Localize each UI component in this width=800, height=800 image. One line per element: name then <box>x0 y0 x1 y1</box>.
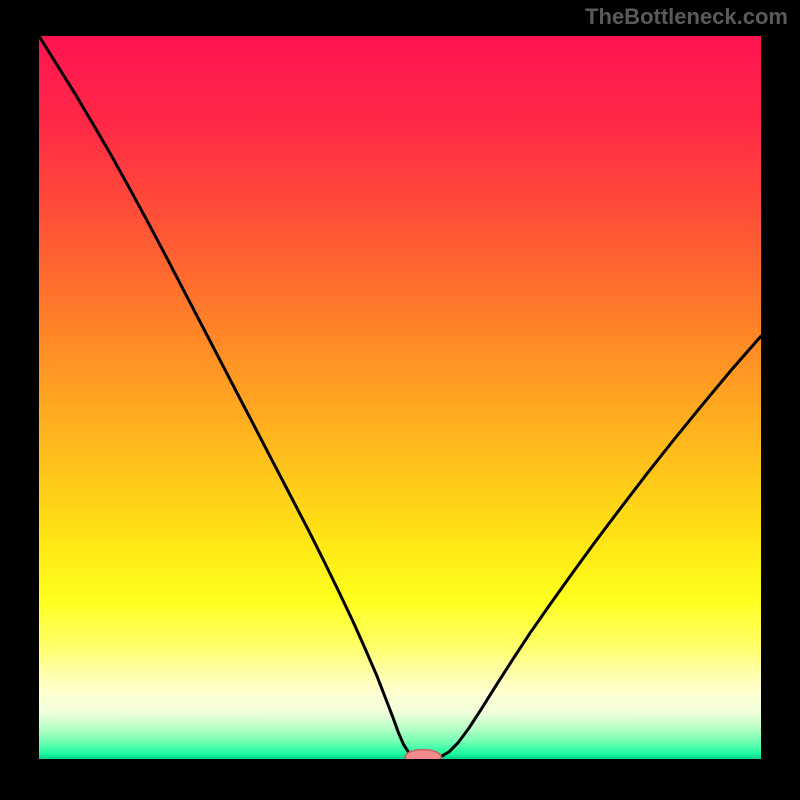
gradient-background <box>39 36 761 759</box>
bottleneck-chart-svg <box>39 36 761 759</box>
bottleneck-chart <box>39 36 761 759</box>
watermark-text: TheBottleneck.com <box>585 4 788 30</box>
optimal-marker <box>405 750 441 759</box>
